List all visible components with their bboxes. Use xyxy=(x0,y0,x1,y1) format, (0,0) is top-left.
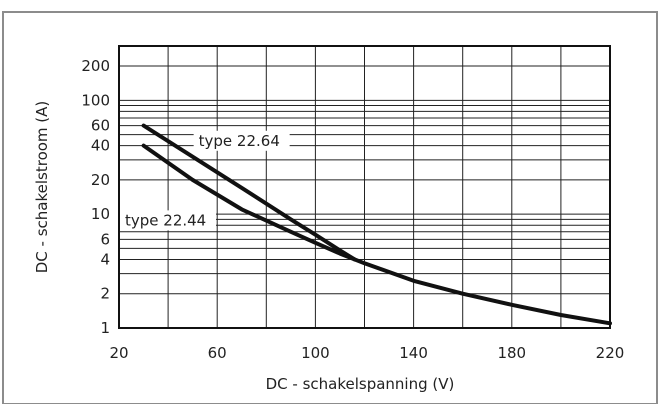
series-label-bg xyxy=(120,210,216,231)
y-tick-label: 200 xyxy=(81,57,110,75)
series-line-2 xyxy=(141,143,612,326)
y-tick-label: 2 xyxy=(100,285,110,303)
y-tick-label: 60 xyxy=(91,117,110,135)
series-label-2: type 22.44 xyxy=(125,211,206,229)
x-axis-title: DC - schakelspanning (V) xyxy=(266,375,455,393)
plot-area-border xyxy=(118,45,611,329)
series-label-bg xyxy=(193,130,290,151)
series-label-1: type 22.64 xyxy=(199,132,280,150)
x-tick-label: 220 xyxy=(596,344,625,362)
x-tick-labels: 20 60 100 140 180 220 xyxy=(109,344,624,362)
y-tick-label: 40 xyxy=(91,137,110,155)
y-tick-label: 10 xyxy=(91,205,110,223)
y-tick-label: 20 xyxy=(91,171,110,189)
x-tick-label: 20 xyxy=(109,344,128,362)
y-tick-label: 100 xyxy=(81,91,110,109)
outer-border xyxy=(2,11,658,405)
y-tick-label: 1 xyxy=(100,319,110,337)
x-tick-label: 100 xyxy=(301,344,330,362)
series-labels: type 22.64 type 22.44 xyxy=(120,130,290,231)
x-tick-label: 180 xyxy=(497,344,526,362)
y-axis-title: DC - schakelstroom (A) xyxy=(33,101,51,274)
x-tick-label: 140 xyxy=(399,344,428,362)
y-tick-labels: 1 2 4 6 10 20 40 60 100 200 xyxy=(81,57,110,337)
series-line-1 xyxy=(141,123,357,262)
y-tick-label: 6 xyxy=(100,230,110,248)
series-lines xyxy=(141,123,612,326)
x-tick-label: 60 xyxy=(208,344,227,362)
y-tick-label: 4 xyxy=(100,250,110,268)
